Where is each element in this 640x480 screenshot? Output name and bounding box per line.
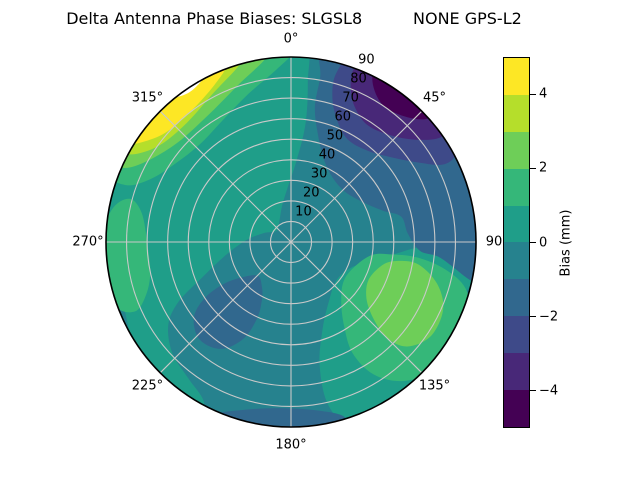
polar-outline: [105, 56, 477, 428]
theta-label-45: 45°: [423, 90, 447, 106]
r-label-10: 10: [295, 204, 312, 220]
colorbar-tick-mark: [530, 390, 536, 392]
colorbar-tick-mark: [530, 167, 536, 169]
theta-label-270: 270°: [72, 234, 104, 250]
r-label-30: 30: [310, 166, 328, 182]
grid-spoke: [290, 110, 423, 243]
r-label-20: 20: [303, 185, 320, 201]
grid-spoke: [290, 241, 423, 374]
figure-title: Delta Antenna Phase Biases: SLGSL8 NONE …: [66, 9, 522, 28]
colorbar-tick-mark: [530, 93, 536, 95]
colorbar-tick-label-2: 2: [539, 160, 548, 176]
colorbar-segment-7: [504, 316, 529, 354]
colorbar-segment-2: [504, 131, 529, 169]
colorbar-tick-label-0: 0: [539, 235, 548, 250]
colorbar-segment-9: [504, 390, 529, 427]
theta-label-0: 0°: [283, 31, 299, 47]
r-label-60: 60: [334, 109, 352, 125]
colorbar-tick-label-−4: −4: [539, 383, 559, 399]
colorbar-segment-5: [504, 242, 529, 280]
colorbar: [503, 57, 530, 428]
theta-label-135: 135°: [418, 378, 451, 394]
colorbar-tick-mark: [530, 316, 536, 318]
grid-spoke: [159, 241, 292, 374]
colorbar-tick-mark: [530, 241, 536, 244]
colorbar-tick-label-−2: −2: [539, 309, 559, 325]
r-label-50: 50: [326, 128, 344, 144]
contour-band-s-rim-band-m2tom1: [212, 408, 350, 427]
colorbar-segment-6: [504, 279, 529, 317]
theta-label-225: 225°: [131, 378, 164, 394]
colorbar-segment-4: [504, 205, 529, 243]
colorbar-segment-8: [504, 353, 529, 391]
colorbar-tick-label-4: 4: [539, 86, 548, 102]
colorbar-segment-1: [504, 94, 529, 132]
r-label-90: 90: [358, 52, 375, 68]
theta-label-90: 90: [485, 234, 503, 250]
theta-label-315: 315°: [131, 90, 164, 106]
contour-band-sw-blob-m2tom1: [193, 275, 263, 349]
colorbar-segment-3: [504, 168, 529, 206]
r-label-40: 40: [318, 147, 336, 163]
r-label-70: 70: [342, 90, 359, 106]
polar-grid: [106, 57, 476, 427]
grid-spoke: [159, 110, 292, 243]
contour-band-w-rim-band-1to2: [106, 198, 151, 313]
colorbar-segment-0: [504, 58, 529, 95]
colorbar-axis-label: Bias (mm): [558, 209, 574, 276]
theta-label-180: 180°: [275, 437, 307, 453]
r-label-80: 80: [350, 71, 367, 87]
